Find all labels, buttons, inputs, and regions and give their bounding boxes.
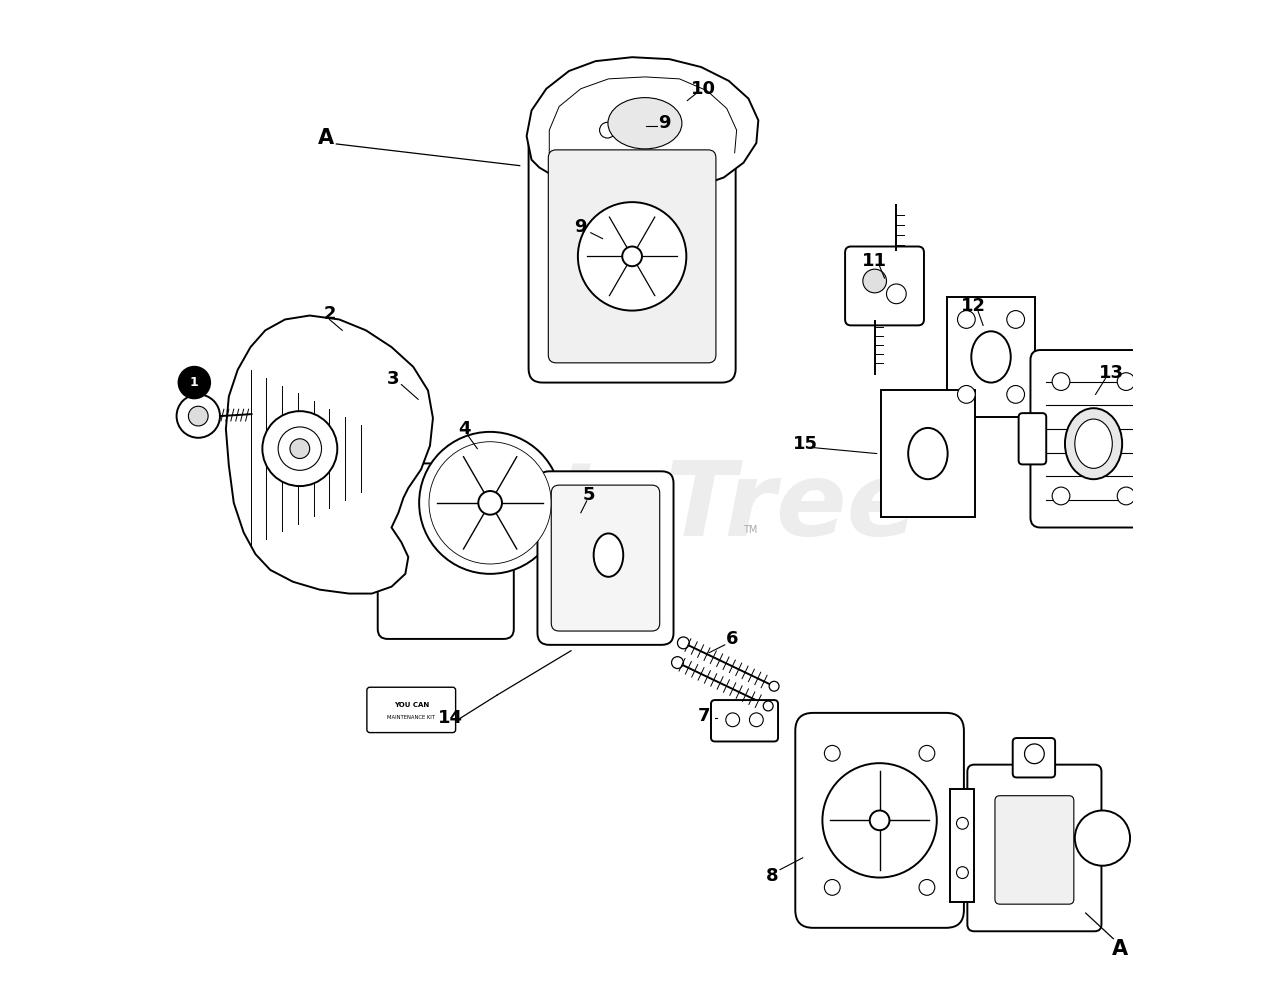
FancyBboxPatch shape xyxy=(577,106,686,154)
FancyBboxPatch shape xyxy=(795,713,964,928)
Text: 1: 1 xyxy=(189,376,198,389)
Circle shape xyxy=(863,269,887,293)
Polygon shape xyxy=(526,57,758,187)
Circle shape xyxy=(823,763,937,878)
Ellipse shape xyxy=(1075,419,1112,468)
Circle shape xyxy=(677,637,690,649)
Text: 11: 11 xyxy=(863,252,887,270)
Circle shape xyxy=(599,122,616,138)
FancyBboxPatch shape xyxy=(968,765,1102,931)
Polygon shape xyxy=(950,789,974,902)
FancyBboxPatch shape xyxy=(538,471,673,645)
Circle shape xyxy=(1117,487,1135,505)
Text: A: A xyxy=(319,128,334,148)
Text: 10: 10 xyxy=(691,80,716,98)
FancyBboxPatch shape xyxy=(845,246,924,325)
Circle shape xyxy=(769,681,780,691)
FancyBboxPatch shape xyxy=(1019,413,1046,464)
Circle shape xyxy=(419,432,561,574)
Circle shape xyxy=(1024,743,1044,763)
Text: MAINTENANCE KIT: MAINTENANCE KIT xyxy=(388,715,435,721)
Circle shape xyxy=(650,119,664,133)
FancyBboxPatch shape xyxy=(1012,738,1055,777)
Text: A: A xyxy=(1112,939,1128,958)
Text: 9: 9 xyxy=(575,218,588,236)
FancyBboxPatch shape xyxy=(378,463,513,639)
Circle shape xyxy=(956,867,969,879)
Text: TM: TM xyxy=(744,525,758,534)
Ellipse shape xyxy=(909,428,947,479)
Circle shape xyxy=(824,745,840,761)
Circle shape xyxy=(957,311,975,328)
Circle shape xyxy=(824,880,840,895)
FancyBboxPatch shape xyxy=(995,796,1074,904)
FancyBboxPatch shape xyxy=(594,102,686,153)
FancyBboxPatch shape xyxy=(529,130,736,383)
Ellipse shape xyxy=(434,491,462,534)
Circle shape xyxy=(429,442,552,564)
Text: PartsTree: PartsTree xyxy=(362,458,918,558)
Circle shape xyxy=(178,367,210,398)
Circle shape xyxy=(649,122,664,138)
Circle shape xyxy=(869,810,890,830)
Circle shape xyxy=(1075,810,1130,866)
Circle shape xyxy=(577,202,686,311)
Circle shape xyxy=(1007,311,1024,328)
Circle shape xyxy=(479,491,502,515)
FancyBboxPatch shape xyxy=(1030,350,1157,528)
Ellipse shape xyxy=(972,331,1011,383)
Text: 12: 12 xyxy=(961,297,986,315)
Bar xyxy=(881,390,975,517)
Circle shape xyxy=(672,657,684,669)
Ellipse shape xyxy=(1065,408,1123,479)
Polygon shape xyxy=(225,316,433,594)
Circle shape xyxy=(291,439,310,458)
Circle shape xyxy=(763,701,773,711)
Text: 9: 9 xyxy=(658,114,671,132)
Text: 2: 2 xyxy=(323,305,335,322)
Text: YOU CAN: YOU CAN xyxy=(394,702,429,708)
Circle shape xyxy=(188,406,209,426)
Circle shape xyxy=(262,411,338,486)
Text: 15: 15 xyxy=(794,435,818,453)
FancyBboxPatch shape xyxy=(548,150,716,363)
Circle shape xyxy=(1007,386,1024,403)
Text: 5: 5 xyxy=(582,486,595,504)
FancyBboxPatch shape xyxy=(367,687,456,733)
Ellipse shape xyxy=(608,98,682,149)
Circle shape xyxy=(750,713,763,727)
Circle shape xyxy=(1117,373,1135,390)
Circle shape xyxy=(887,284,906,304)
Text: 14: 14 xyxy=(438,709,463,727)
FancyBboxPatch shape xyxy=(710,700,778,741)
Circle shape xyxy=(956,817,969,829)
Circle shape xyxy=(957,386,975,403)
Circle shape xyxy=(177,394,220,438)
Text: 3: 3 xyxy=(388,370,399,387)
Ellipse shape xyxy=(594,533,623,577)
Circle shape xyxy=(919,880,934,895)
Text: 8: 8 xyxy=(765,867,778,884)
Text: 4: 4 xyxy=(458,420,471,438)
Circle shape xyxy=(919,745,934,761)
Circle shape xyxy=(278,427,321,470)
Circle shape xyxy=(616,119,630,133)
Circle shape xyxy=(726,713,740,727)
Text: 7: 7 xyxy=(698,707,710,725)
Text: 13: 13 xyxy=(1098,364,1124,382)
Bar xyxy=(947,297,1036,417)
Circle shape xyxy=(1052,373,1070,390)
Circle shape xyxy=(622,246,643,266)
Text: 6: 6 xyxy=(726,630,739,648)
FancyBboxPatch shape xyxy=(552,485,659,631)
Circle shape xyxy=(1052,487,1070,505)
